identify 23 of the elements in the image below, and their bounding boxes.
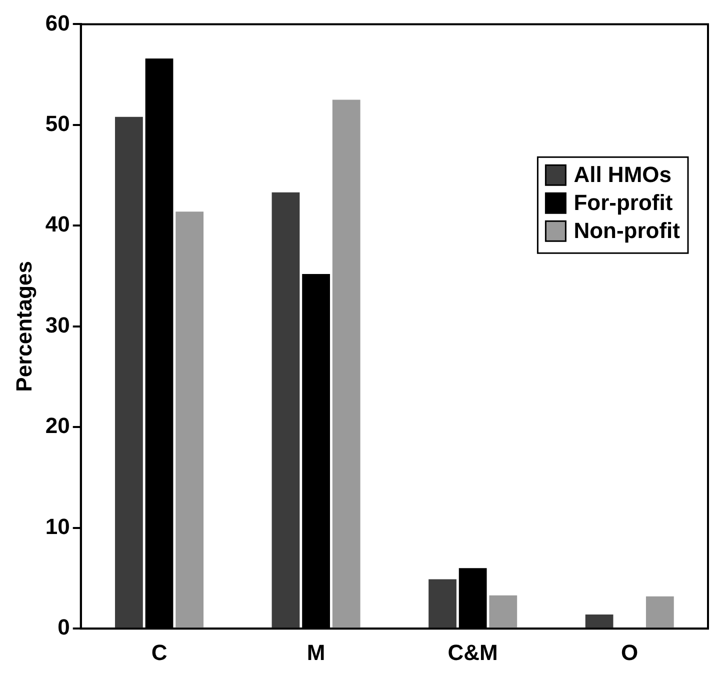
y-tick-label: 0: [58, 614, 70, 640]
bar: [272, 192, 300, 628]
bar: [428, 579, 456, 628]
legend-label: For-profit: [574, 190, 674, 216]
x-tick-label: C&M: [448, 640, 498, 665]
x-tick-label: C: [151, 640, 168, 665]
bar: [646, 596, 674, 628]
bar: [332, 100, 360, 628]
x-tick-label: O: [621, 640, 638, 665]
y-tick-label: 40: [45, 212, 70, 237]
x-tick-label: M: [306, 640, 326, 665]
bar: [176, 212, 204, 628]
y-tick-label: 50: [45, 110, 70, 136]
bar: [489, 595, 518, 628]
y-tick-label: 20: [45, 413, 70, 438]
legend-label: Non-profit: [574, 218, 681, 244]
legend-label: All HMOs: [574, 162, 672, 188]
y-tick-label: 60: [45, 10, 70, 36]
y-tick-label: 10: [45, 514, 70, 539]
bar: [585, 614, 614, 628]
y-axis-title: Percentages: [11, 260, 36, 392]
bar: [115, 116, 143, 628]
y-tick-label: 30: [45, 312, 70, 338]
